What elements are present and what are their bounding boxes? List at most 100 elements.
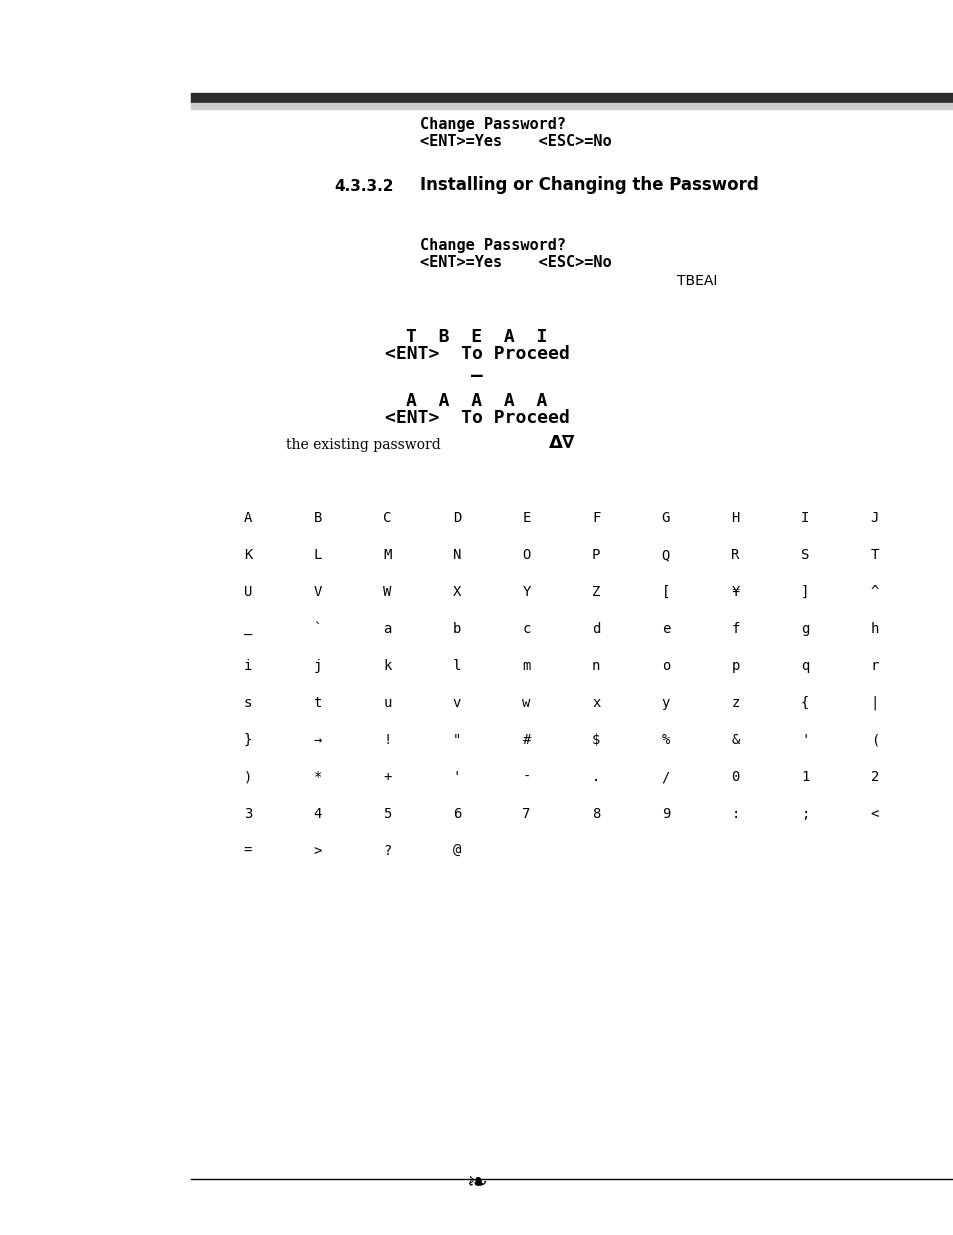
Text: →: → (314, 734, 321, 747)
Text: }: } (244, 734, 252, 747)
Text: —: — (471, 367, 482, 385)
Text: <: < (870, 808, 878, 821)
Text: _: _ (244, 622, 252, 636)
Text: TBEAI: TBEAI (677, 274, 717, 288)
Text: (: ( (870, 734, 878, 747)
Text: C: C (383, 511, 391, 525)
Text: ': ' (453, 771, 460, 784)
Text: W: W (383, 585, 391, 599)
Text: Change Password?: Change Password? (419, 117, 565, 132)
Text: T: T (870, 548, 878, 562)
Text: 4: 4 (314, 808, 321, 821)
Text: %: % (661, 734, 669, 747)
Text: ❧: ❧ (466, 1172, 487, 1195)
Text: p: p (731, 659, 739, 673)
Text: x: x (592, 697, 599, 710)
Text: e: e (661, 622, 669, 636)
Text: $: $ (592, 734, 599, 747)
Text: o: o (661, 659, 669, 673)
Text: m: m (522, 659, 530, 673)
Text: Δ∇: Δ∇ (548, 433, 575, 452)
Text: [: [ (661, 585, 669, 599)
Text: j: j (314, 659, 321, 673)
Text: /: / (661, 771, 669, 784)
Text: r: r (870, 659, 878, 673)
Text: <ENT>  To Proceed: <ENT> To Proceed (384, 345, 569, 363)
Text: t: t (314, 697, 321, 710)
Text: 0: 0 (731, 771, 739, 784)
Text: M: M (383, 548, 391, 562)
Text: ^: ^ (870, 585, 878, 599)
Text: i: i (244, 659, 252, 673)
Text: >: > (314, 845, 321, 858)
Text: .: . (592, 771, 599, 784)
Text: l: l (453, 659, 460, 673)
Text: c: c (522, 622, 530, 636)
Text: I: I (801, 511, 808, 525)
Text: v: v (453, 697, 460, 710)
Text: ¥: ¥ (731, 585, 739, 599)
Text: ': ' (801, 734, 808, 747)
Text: Q: Q (661, 548, 669, 562)
Text: *: * (314, 771, 321, 784)
Text: d: d (592, 622, 599, 636)
Text: <ENT>=Yes    <ESC>=No: <ENT>=Yes <ESC>=No (419, 135, 611, 149)
Text: U: U (244, 585, 252, 599)
Text: @: @ (453, 845, 460, 858)
Text: a: a (383, 622, 391, 636)
Text: 1: 1 (801, 771, 808, 784)
Bar (191, 93, 953, 103)
Text: |: | (870, 695, 878, 710)
Text: +: + (383, 771, 391, 784)
Text: the existing password: the existing password (286, 438, 440, 452)
Text: P: P (592, 548, 599, 562)
Text: u: u (383, 697, 391, 710)
Text: g: g (801, 622, 808, 636)
Text: `: ` (314, 622, 321, 636)
Text: w: w (522, 697, 530, 710)
Text: q: q (801, 659, 808, 673)
Text: ?: ? (383, 845, 391, 858)
Text: R: R (731, 548, 739, 562)
Text: z: z (731, 697, 739, 710)
Text: O: O (522, 548, 530, 562)
Text: #: # (522, 734, 530, 747)
Text: 8: 8 (592, 808, 599, 821)
Text: ": " (453, 734, 460, 747)
Text: 2: 2 (870, 771, 878, 784)
Text: K: K (244, 548, 252, 562)
Text: E: E (522, 511, 530, 525)
Text: L: L (314, 548, 321, 562)
Text: -: - (522, 771, 530, 784)
Text: A: A (244, 511, 252, 525)
Text: X: X (453, 585, 460, 599)
Text: 4.3.3.2: 4.3.3.2 (334, 179, 393, 194)
Text: =: = (244, 845, 252, 858)
Text: ]: ] (801, 585, 808, 599)
Text: Installing or Changing the Password: Installing or Changing the Password (419, 175, 758, 194)
Text: s: s (244, 697, 252, 710)
Text: k: k (383, 659, 391, 673)
Text: Z: Z (592, 585, 599, 599)
Text: <ENT>  To Proceed: <ENT> To Proceed (384, 409, 569, 427)
Text: ): ) (244, 771, 252, 784)
Text: !: ! (383, 734, 391, 747)
Text: f: f (731, 622, 739, 636)
Text: y: y (661, 697, 669, 710)
Text: b: b (453, 622, 460, 636)
Bar (191, 103, 953, 109)
Text: V: V (314, 585, 321, 599)
Text: S: S (801, 548, 808, 562)
Text: T  B  E  A  I: T B E A I (406, 327, 547, 346)
Text: Y: Y (522, 585, 530, 599)
Text: H: H (731, 511, 739, 525)
Text: &: & (731, 734, 739, 747)
Text: G: G (661, 511, 669, 525)
Text: F: F (592, 511, 599, 525)
Text: Change Password?: Change Password? (419, 238, 565, 253)
Text: 5: 5 (383, 808, 391, 821)
Text: N: N (453, 548, 460, 562)
Text: ;: ; (801, 808, 808, 821)
Text: D: D (453, 511, 460, 525)
Text: {: { (801, 697, 808, 710)
